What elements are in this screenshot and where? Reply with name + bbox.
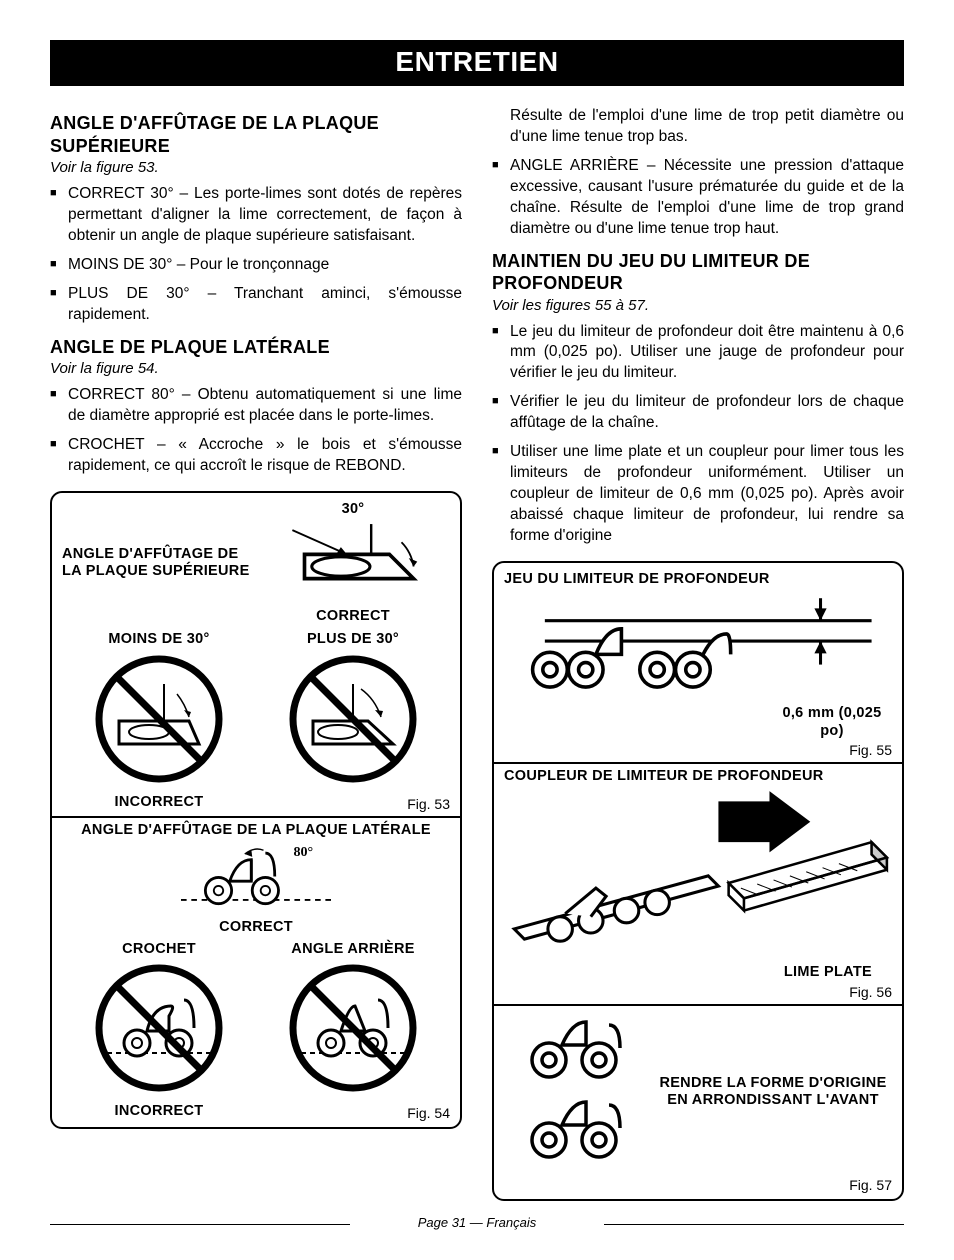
prohibited-crochet-icon bbox=[89, 958, 229, 1098]
section-title-2: ANGLE DE PLAQUE LATÉRALE bbox=[50, 336, 462, 359]
diagram-fig53-54: ANGLE D'AFFÛTAGE DE LA PLAQUE SUPÉRIEURE… bbox=[50, 491, 462, 1129]
label-side-angle: ANGLE D'AFFÛTAGE DE LA PLAQUE LATÉRALE bbox=[62, 822, 450, 839]
footer-text: Page 31 — Français bbox=[418, 1215, 537, 1230]
continuation-text: Résulte de l'emploi d'une lime de trop p… bbox=[492, 106, 904, 148]
prohibited-arriere-icon bbox=[283, 958, 423, 1098]
flat-file-jointer-icon bbox=[504, 786, 892, 960]
fig56-caption: Fig. 56 bbox=[504, 984, 892, 1000]
page-footer: Page 31 — Français bbox=[50, 1215, 904, 1230]
fig53-caption: Fig. 53 bbox=[256, 796, 450, 812]
label-incorrect-2: INCORRECT bbox=[62, 1103, 256, 1120]
bullet-item: CROCHET – « Accroche » le bois et s'émou… bbox=[50, 435, 462, 477]
label-30: 30° bbox=[256, 501, 450, 518]
label-correct: CORRECT bbox=[256, 608, 450, 625]
label-gap: 0,6 mm (0,025 po) bbox=[772, 705, 892, 740]
label-jeu: JEU DU LIMITEUR DE PROFONDEUR bbox=[504, 571, 892, 588]
label-correct-2: CORRECT bbox=[62, 919, 450, 936]
figure-ref-54: Voir la figure 54. bbox=[50, 360, 462, 377]
label-crochet: CROCHET bbox=[62, 941, 256, 958]
bullet-item: Vérifier le jeu du limiteur de profondeu… bbox=[492, 392, 904, 434]
section-title-1: ANGLE D'AFFÛTAGE DE LA PLAQUE SUPÉRIEURE bbox=[50, 112, 462, 157]
restore-shape-icon bbox=[504, 1010, 654, 1170]
label-incorrect: INCORRECT bbox=[62, 794, 256, 811]
fig55-caption: Fig. 55 bbox=[504, 742, 892, 758]
bullet-item: PLUS DE 30° – Tranchant aminci, s'émouss… bbox=[50, 284, 462, 326]
bullet-item: MOINS DE 30° – Pour le tronçonnage bbox=[50, 255, 462, 276]
label-more30: PLUS DE 30° bbox=[256, 631, 450, 648]
label-lime: LIME PLATE bbox=[504, 964, 872, 981]
page-banner: ENTRETIEN bbox=[50, 40, 904, 86]
label-arriere: ANGLE ARRIÈRE bbox=[256, 941, 450, 958]
bullet-item: Utiliser une lime plate et un coupleur p… bbox=[492, 442, 904, 547]
label-less30: MOINS DE 30° bbox=[62, 631, 256, 648]
svg-text:80°: 80° bbox=[294, 844, 314, 860]
figure-ref-53: Voir la figure 53. bbox=[50, 159, 462, 176]
cutter-side-correct-icon: 80° bbox=[156, 839, 356, 914]
fig54-caption: Fig. 54 bbox=[256, 1105, 450, 1121]
depth-gauge-icon bbox=[504, 588, 892, 700]
fig57-caption: Fig. 57 bbox=[504, 1177, 892, 1193]
section-title-3: MAINTIEN DU JEU DU LIMITEUR DE PROFONDEU… bbox=[492, 250, 904, 295]
cutter-correct-icon bbox=[256, 518, 450, 603]
diagram-fig55-57: JEU DU LIMITEUR DE PROFONDEUR bbox=[492, 561, 904, 1201]
prohibited-less30-icon bbox=[89, 649, 229, 789]
left-column: ANGLE D'AFFÛTAGE DE LA PLAQUE SUPÉRIEURE… bbox=[50, 106, 462, 1201]
right-column: Résulte de l'emploi d'une lime de trop p… bbox=[492, 106, 904, 1201]
bullet-item: ANGLE ARRIÈRE – Nécessite une pression d… bbox=[492, 156, 904, 240]
label-restore: RENDRE LA FORME D'ORIGINE EN ARRONDISSAN… bbox=[654, 1075, 892, 1110]
label-coupleur: COUPLEUR DE LIMITEUR DE PROFONDEUR bbox=[504, 768, 892, 785]
prohibited-more30-icon bbox=[283, 649, 423, 789]
bullet-item: Le jeu du limiteur de profondeur doit êt… bbox=[492, 322, 904, 385]
label-top-angle: ANGLE D'AFFÛTAGE DE LA PLAQUE SUPÉRIEURE bbox=[62, 546, 256, 581]
bullet-item: CORRECT 80° – Obtenu automatiquement si … bbox=[50, 385, 462, 427]
figure-ref-55-57: Voir les figures 55 à 57. bbox=[492, 297, 904, 314]
bullet-item: CORRECT 30° – Les porte-limes sont dotés… bbox=[50, 184, 462, 247]
